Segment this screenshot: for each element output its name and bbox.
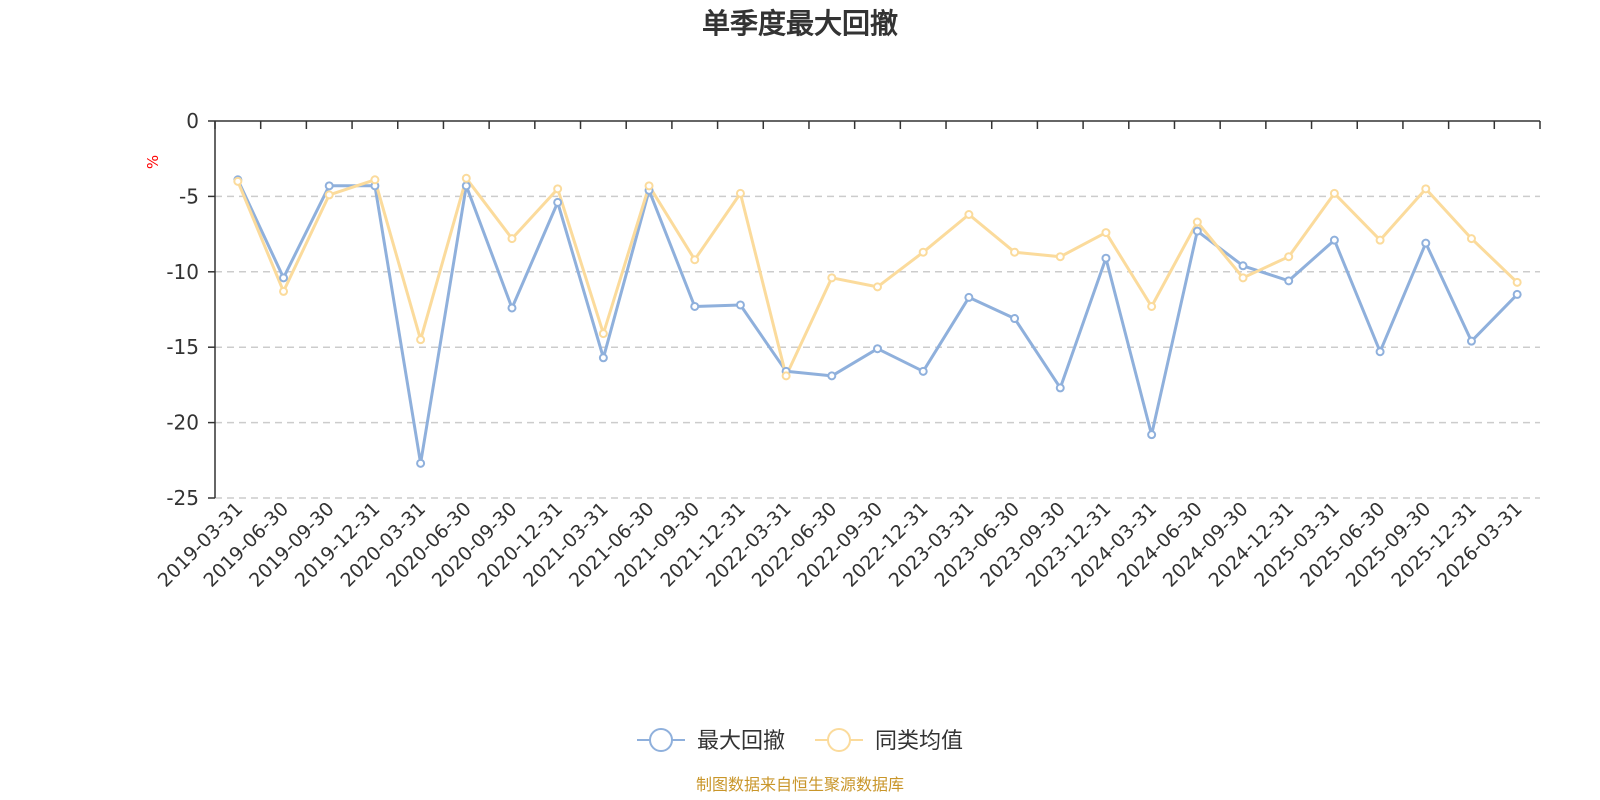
series-0-point-5 [461,181,471,191]
series-1-point-8 [598,329,608,339]
series-1-point-2 [324,190,334,200]
series-1-point-28 [1512,277,1522,287]
series-1-point-16 [964,209,974,219]
legend-marker-1 [827,728,851,752]
series-1-point-5 [461,173,471,183]
series-1-point-18 [1055,252,1065,262]
series-1-point-24 [1329,188,1339,198]
series-0-point-6 [507,303,517,313]
series-1-point-22 [1238,273,1248,283]
series-0-point-18 [1055,383,1065,393]
series-1-point-7 [553,184,563,194]
series-1-point-0 [233,176,243,186]
series-1-point-4 [416,335,426,345]
series-0-point-19 [1101,253,1111,263]
series-0-point-11 [735,300,745,310]
series-0-point-21 [1192,226,1202,236]
series-0-point-7 [553,197,563,207]
series-line-0 [236,179,1519,465]
series-1-point-6 [507,234,517,244]
series-1-point-11 [735,188,745,198]
series-0-point-28 [1512,289,1522,299]
series-0-point-14 [873,344,882,354]
y-tick-label-0: 0 [186,109,199,133]
y-tick-label-5: -25 [166,486,199,510]
legend-marker-0 [649,728,673,752]
y-axis-unit: % [144,155,162,169]
legend-label-0: 最大回撤 [697,729,785,754]
y-tick-label-4: -20 [166,411,199,435]
series-0-point-10 [690,301,700,311]
series-1-point-15 [918,247,928,257]
series-0-point-25 [1375,347,1385,357]
series-0-point-2 [324,181,334,191]
series-1-point-19 [1101,228,1111,238]
source-note: 制图数据来自恒生聚源数据库 [696,775,904,794]
legend[interactable]: 最大回撤 同类均值 [637,728,963,754]
legend-label-1: 同类均值 [875,729,963,754]
chart-title: 单季度最大回撤 [702,7,898,40]
series-1-point-17 [1010,247,1020,257]
series-0-point-27 [1466,336,1476,346]
series-1-point-26 [1421,184,1431,194]
series-0-point-22 [1238,261,1248,271]
axes [214,120,1540,498]
series-1-point-1 [279,286,289,296]
y-tick-label-3: -15 [166,335,199,359]
x-axis-ticks: 2019-03-312019-06-302019-09-302019-12-31… [154,121,1541,592]
series-group [233,173,1522,468]
series-0-point-17 [1010,314,1020,324]
series-0-point-15 [918,366,928,376]
series-0-point-4 [416,458,426,468]
y-tick-label-2: -10 [166,260,199,284]
series-1-point-14 [873,282,882,292]
series-1-point-25 [1375,235,1385,245]
series-0-point-16 [964,292,974,302]
series-0-point-26 [1421,238,1431,248]
series-1-point-27 [1466,234,1476,244]
series-0-point-8 [598,353,608,363]
y-axis-ticks: 0 -5 -10 -15 -20 -25 [166,109,215,510]
series-1-point-10 [690,255,700,265]
series-0-point-13 [827,371,837,381]
y-tick-label-1: -5 [179,184,199,208]
series-1-point-9 [644,181,654,191]
series-1-point-23 [1284,252,1294,262]
series-0-point-24 [1329,235,1339,245]
series-1-point-12 [781,371,791,381]
series-1-point-3 [370,175,380,185]
series-1-point-21 [1192,217,1202,227]
series-1-point-13 [827,273,837,283]
series-0-point-1 [279,273,289,283]
series-0-point-23 [1284,276,1294,286]
series-0-point-20 [1147,430,1157,440]
series-1-point-20 [1147,301,1157,311]
